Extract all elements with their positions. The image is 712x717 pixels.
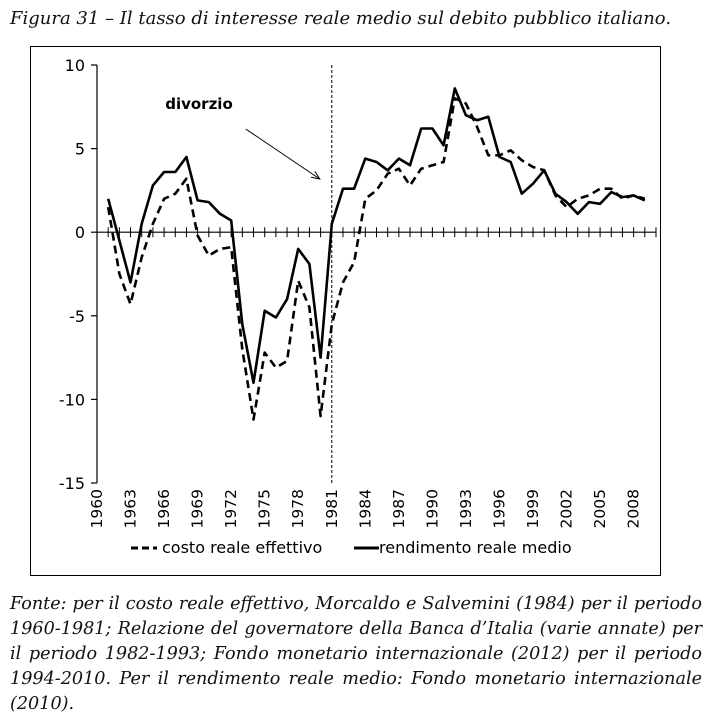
x-tick-label: 1969 xyxy=(189,489,207,528)
x-tick-label: 1984 xyxy=(356,489,374,528)
x-tick-label: 1966 xyxy=(155,489,173,528)
x-tick-label: 2002 xyxy=(558,489,576,528)
legend-label: rendimento reale medio xyxy=(379,538,572,557)
y-tick-label: -10 xyxy=(59,390,85,409)
y-tick-label: 10 xyxy=(65,56,85,75)
series-layer xyxy=(106,87,646,421)
y-tick-label: -5 xyxy=(69,307,85,326)
annotation-arrow xyxy=(245,128,321,180)
x-tick-label: 1981 xyxy=(323,489,341,528)
x-tick-label: 1975 xyxy=(256,489,274,528)
series-line-costo-reale-effettivo xyxy=(106,97,646,421)
series-line-rendimento-reale-medio xyxy=(106,87,646,385)
x-tick-label: 1963 xyxy=(122,489,140,528)
x-tick-label: 1978 xyxy=(289,489,307,528)
x-tick-label: 1996 xyxy=(490,489,508,528)
annotation-arrowhead xyxy=(310,171,321,180)
x-tick-label: 1960 xyxy=(88,489,106,528)
x-tick-label: 2005 xyxy=(591,489,609,528)
x-tick-label: 1999 xyxy=(524,489,542,528)
x-tick-label: 1990 xyxy=(423,489,441,528)
legend-label: costo reale effettivo xyxy=(162,538,322,557)
x-tick-label: 1993 xyxy=(457,489,475,528)
y-tick-label: 0 xyxy=(75,223,85,242)
y-tick-label: 5 xyxy=(75,140,85,159)
figure-caption: Figura 31 – Il tasso di interesse reale … xyxy=(10,8,672,29)
chart-frame: 10 5 0 -5 -10 -15 1960 1963 1966 1969 1972 1975 1978… xyxy=(30,46,661,576)
source-note: Fonte: per il costo reale effettivo, Mor… xyxy=(10,594,702,714)
y-tick-label: -15 xyxy=(59,474,85,493)
annotation-layer: divorzio xyxy=(165,65,333,483)
x-tick-label: 1987 xyxy=(390,489,408,528)
legend-layer: costo reale effettivo rendimento reale me… xyxy=(131,538,572,557)
annotation-label: divorzio xyxy=(165,95,233,113)
x-tick-label: 1972 xyxy=(222,489,240,528)
x-tick-label: 2008 xyxy=(625,489,643,528)
